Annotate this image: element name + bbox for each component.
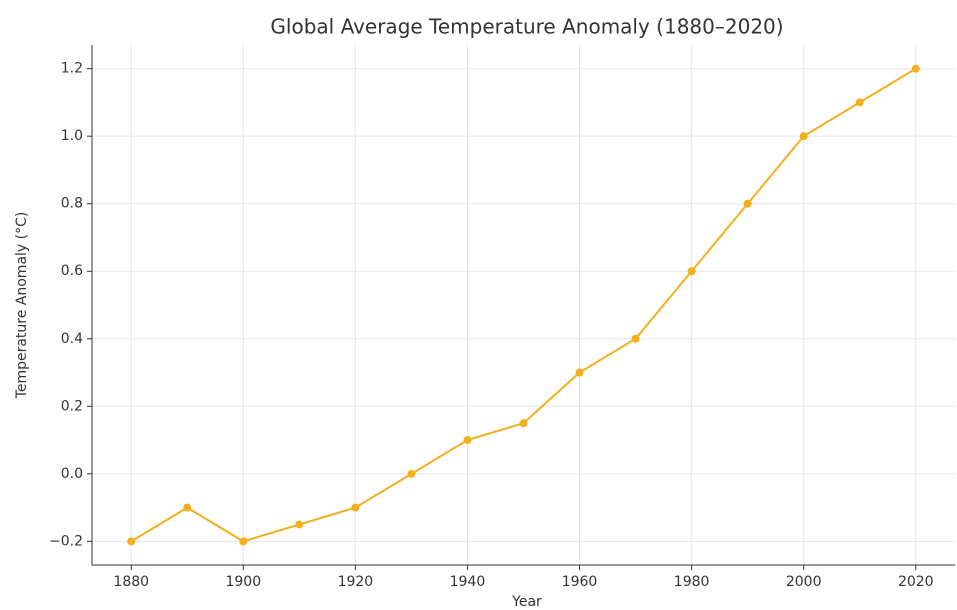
y-tick-label: 0.4	[61, 331, 83, 347]
x-tick-label: 2020	[898, 574, 934, 590]
point	[687, 267, 696, 276]
point	[295, 520, 304, 529]
y-tick-label: 1.2	[61, 61, 83, 77]
axis-frame	[91, 45, 955, 566]
point	[463, 436, 472, 445]
point	[743, 199, 752, 208]
point	[855, 98, 864, 107]
y-axis-label: Temperature Anomaly (°C)	[14, 212, 30, 400]
chart-title: Global Average Temperature Anomaly (1880…	[270, 15, 783, 39]
x-tick-label: 1880	[113, 574, 149, 590]
point	[351, 503, 360, 512]
point	[911, 64, 920, 73]
x-tick-label: 1960	[562, 574, 598, 590]
x-axis-label: Year	[511, 594, 542, 610]
point	[631, 334, 640, 343]
point	[239, 537, 248, 546]
x-tick-label: 1980	[674, 574, 710, 590]
y-tick-label: −0.2	[49, 533, 83, 549]
x-tick-label: 1920	[338, 574, 374, 590]
point	[575, 368, 584, 377]
y-tick-label: 1.0	[61, 128, 83, 144]
line	[130, 67, 917, 543]
y-tick-label: 0.6	[61, 263, 83, 279]
y-tick-label: 0.8	[61, 196, 83, 212]
point	[183, 503, 192, 512]
x-tick-label: 2000	[786, 574, 822, 590]
y-tick-label: 0.2	[61, 398, 83, 414]
x-tick-label: 1940	[450, 574, 486, 590]
x-tick-label: 1900	[225, 574, 261, 590]
y-tick-label: 0.0	[61, 466, 83, 482]
point	[519, 419, 528, 428]
point	[407, 469, 416, 478]
point	[799, 132, 808, 141]
point	[127, 537, 136, 546]
